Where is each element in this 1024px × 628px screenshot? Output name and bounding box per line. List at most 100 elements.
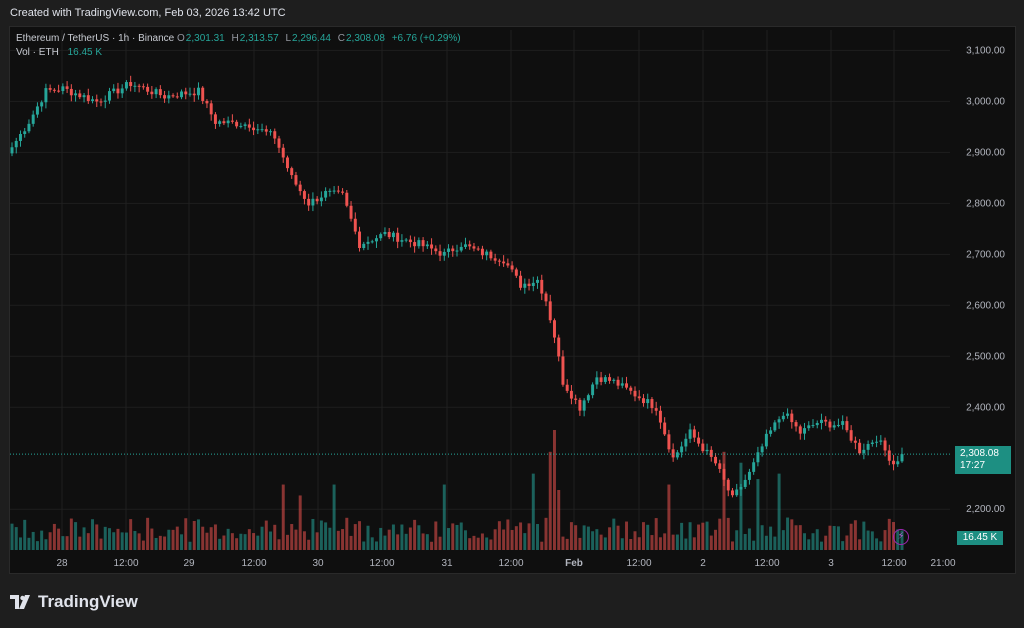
volume-bar [561, 536, 565, 550]
candle-body [112, 88, 116, 92]
volume-bar [396, 534, 400, 550]
volume-bar [285, 534, 289, 550]
volume-bar [408, 527, 412, 550]
candle-body [86, 95, 90, 101]
volume-bar [862, 521, 866, 550]
candle-body [752, 462, 756, 472]
volume-bar [226, 528, 230, 550]
volume-bar [680, 522, 684, 550]
volume-bar [815, 529, 819, 550]
volume-bar [112, 532, 116, 550]
volume-bar [315, 532, 319, 550]
candle-body [57, 90, 61, 92]
low-value: 2,296.44 [292, 33, 331, 44]
candle-body [434, 248, 438, 252]
candle-body [637, 396, 641, 399]
volume-bar [103, 526, 107, 550]
candle-body [366, 241, 370, 244]
volume-bar [141, 540, 145, 550]
candle-body [31, 114, 35, 124]
candle-body [756, 452, 760, 463]
candle-body [74, 93, 78, 96]
volume-bar [328, 527, 332, 550]
candle-body [866, 443, 870, 450]
candle-body [285, 157, 289, 169]
volume-bar [824, 535, 828, 550]
candle-body [807, 425, 811, 429]
candle-body [349, 205, 353, 219]
candle-body [714, 456, 718, 464]
candle-body [336, 190, 340, 192]
volume-bar [196, 519, 200, 550]
symbol-label[interactable]: Ethereum / TetherUS · 1h · Binance [16, 33, 175, 44]
candle-body [730, 490, 734, 496]
volume-bar [879, 541, 883, 550]
volume-bar [794, 525, 798, 550]
volume-bar [413, 519, 417, 550]
volume-label[interactable]: Vol · ETH [16, 47, 59, 58]
volume-bar [192, 520, 196, 550]
volume-bar [637, 537, 641, 550]
candle-body [107, 91, 111, 101]
candle-body [836, 424, 840, 426]
candle-body [680, 446, 684, 453]
candle-body [319, 197, 323, 202]
volume-bar [671, 534, 675, 550]
candle-body [760, 446, 764, 453]
candle-body [900, 454, 904, 462]
time-tick-label: 29 [183, 558, 195, 569]
volume-bar [218, 538, 222, 550]
candle-body [493, 258, 497, 261]
volume-bar [523, 533, 527, 550]
volume-bar [709, 535, 713, 550]
time-tick-label: 12:00 [113, 558, 138, 569]
volume-bar [277, 539, 281, 550]
volume-bar [48, 532, 52, 550]
volume-bar [769, 526, 773, 550]
volume-bar [493, 529, 497, 550]
candle-body [803, 428, 807, 434]
time-tick-label: 12:00 [626, 558, 651, 569]
volume-bar [629, 538, 633, 550]
volume-bar [650, 535, 654, 550]
candle-body [332, 190, 336, 192]
volume-bar [273, 524, 277, 550]
volume-bar [536, 524, 540, 550]
volume-bar [658, 537, 662, 550]
volume-bar [379, 527, 383, 550]
candle-body [480, 248, 484, 256]
volume-bar [625, 521, 629, 550]
volume-bar [290, 524, 294, 550]
volume-bar [701, 522, 705, 550]
volume-bar [722, 451, 726, 550]
candle-body [116, 88, 120, 94]
volume-bar [688, 522, 692, 550]
volume-bar [366, 525, 370, 550]
volume-bar [40, 530, 44, 550]
volume-bar [400, 524, 404, 550]
volume-bars [10, 430, 904, 550]
time-tick-label: 12:00 [369, 558, 394, 569]
candle-body [451, 248, 455, 252]
tradingview-logo[interactable]: TradingView [10, 590, 138, 614]
volume-bar [425, 534, 429, 550]
candle-body [396, 232, 400, 242]
lightning-icon[interactable]: ⚡ [893, 529, 909, 545]
candle-body [345, 192, 349, 206]
volume-bar [514, 526, 518, 550]
volume-bar [870, 531, 874, 550]
volume-bar [150, 528, 154, 550]
volume-bar [264, 520, 268, 550]
low-label: L [285, 33, 292, 44]
volume-bar [718, 518, 722, 550]
volume-bar [468, 538, 472, 550]
candle-body [603, 377, 607, 382]
candle-body [158, 89, 162, 96]
volume-bar [552, 430, 556, 550]
candle-body [82, 95, 86, 98]
candle-body [616, 379, 620, 386]
candle-body [786, 413, 790, 416]
candle-body [853, 440, 857, 443]
volume-bar [714, 529, 718, 550]
